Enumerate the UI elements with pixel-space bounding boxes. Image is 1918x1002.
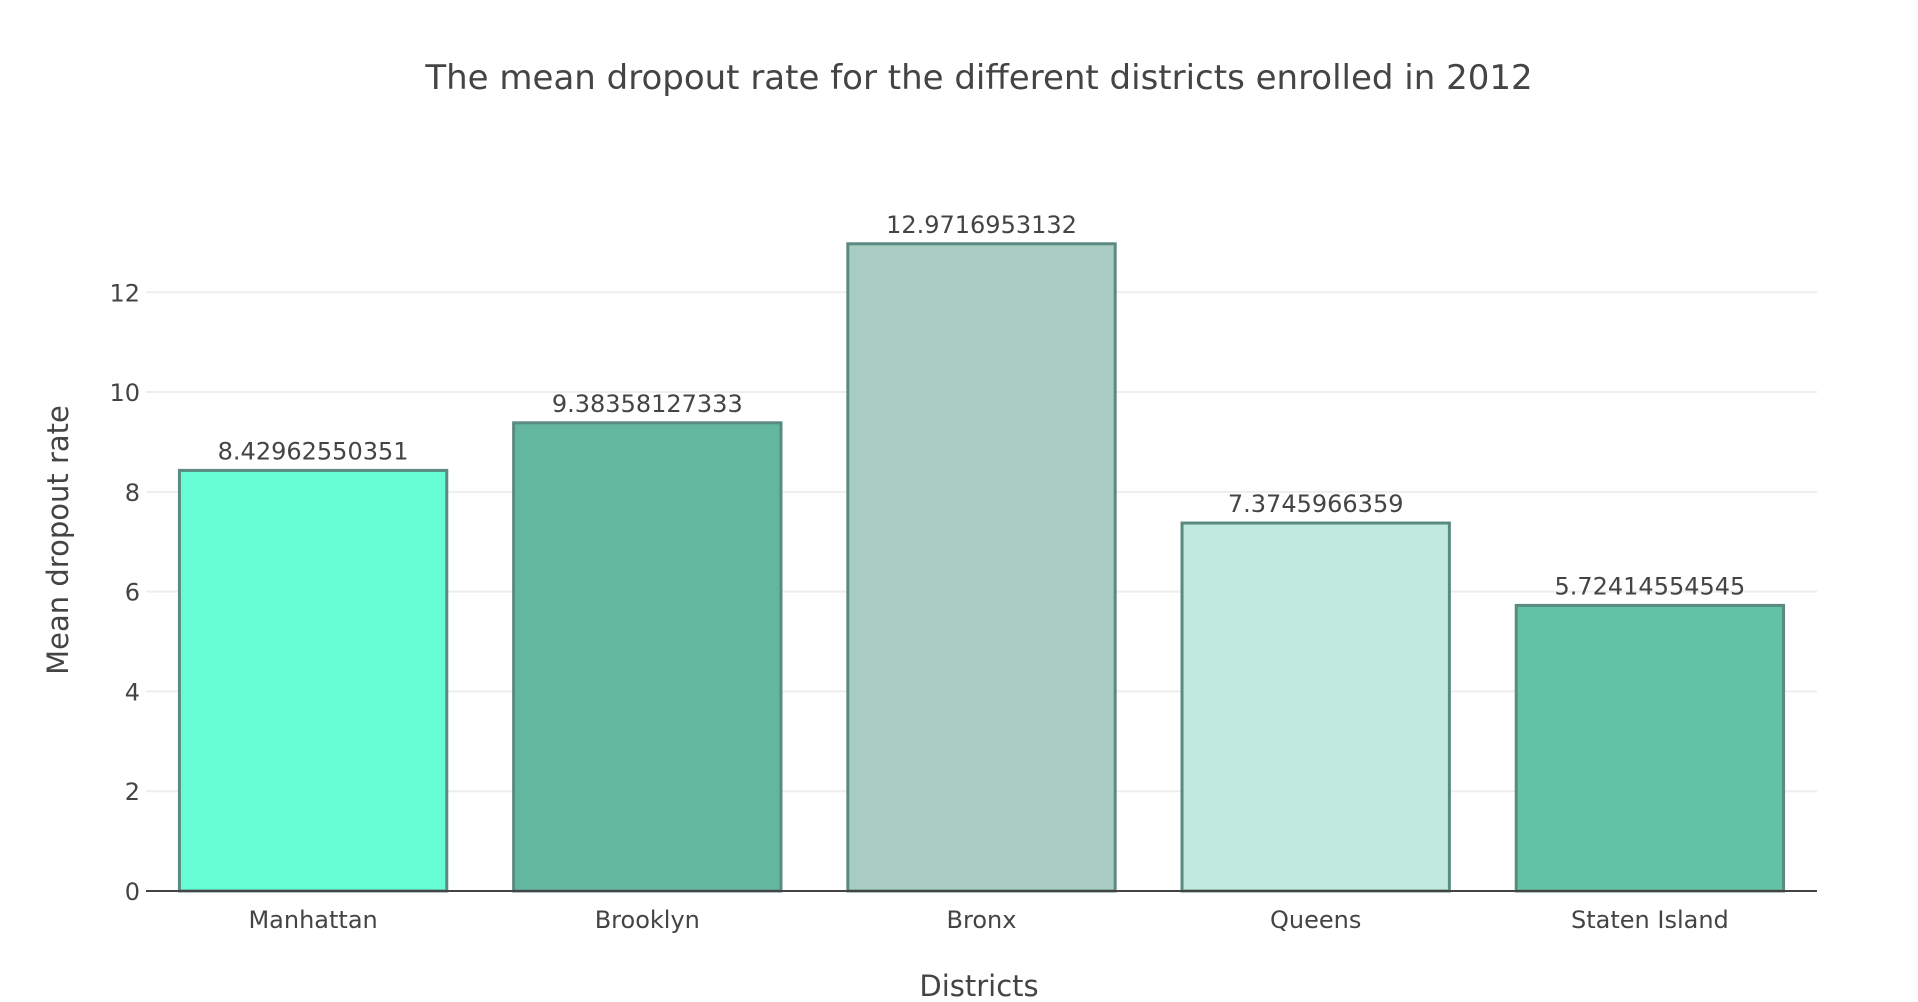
x-axis-ticks: Manhattan Brooklyn Bronx Queens Staten Islan… (248, 906, 1728, 934)
chart-title: The mean dropout rate for the different … (424, 58, 1532, 98)
bar-value-label: 5.72414554545 (1554, 572, 1745, 600)
x-tick-label: Queens (1270, 906, 1361, 934)
y-axis-ticks: 0 2 4 6 8 10 12 (109, 279, 140, 906)
y-axis-title: Mean dropout rate (41, 405, 75, 675)
bar-staten-island (1514, 603, 1786, 893)
x-tick-label: Manhattan (248, 906, 377, 934)
y-tick-label: 0 (125, 878, 140, 906)
bar-bronx (846, 242, 1117, 893)
y-tick-label: 2 (125, 778, 140, 806)
bar-queens (1180, 521, 1451, 893)
bar-manhattan (177, 468, 449, 893)
y-tick-label: 10 (109, 379, 140, 407)
y-tick-label: 12 (109, 279, 140, 307)
x-tick-label: Brooklyn (595, 906, 700, 934)
bar-value-label: 12.9716953132 (886, 211, 1077, 239)
x-axis-title: Districts (919, 969, 1038, 1002)
bar-value-label: 8.42962550351 (218, 437, 409, 465)
bar-brooklyn (512, 421, 783, 893)
bars (177, 242, 1786, 893)
bar-value-labels: 8.42962550351 9.38358127333 12.9716953132 7… (218, 211, 1746, 601)
y-tick-label: 4 (125, 678, 140, 706)
x-tick-label: Staten Island (1571, 906, 1729, 934)
x-tick-label: Bronx (947, 906, 1017, 934)
bar-value-label: 7.3745966359 (1228, 490, 1404, 518)
y-tick-label: 8 (125, 479, 140, 507)
y-tick-label: 6 (125, 579, 140, 607)
bar-value-label: 9.38358127333 (552, 390, 743, 418)
